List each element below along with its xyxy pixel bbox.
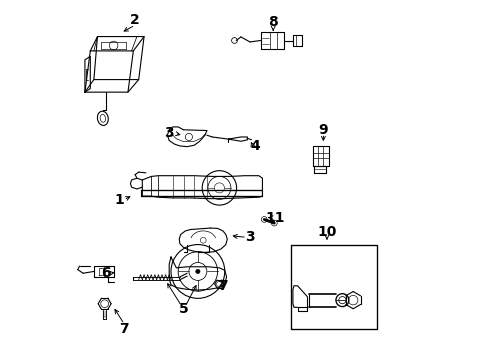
Text: 7: 7 (218, 279, 227, 293)
Text: 7: 7 (119, 322, 129, 336)
Text: 8: 8 (268, 15, 278, 29)
Text: 2: 2 (130, 13, 140, 27)
Text: 5: 5 (178, 302, 188, 316)
Text: 11: 11 (264, 211, 284, 225)
Text: 6: 6 (102, 266, 111, 280)
Text: 3: 3 (244, 230, 254, 244)
Text: 1: 1 (114, 193, 123, 207)
Circle shape (195, 269, 200, 274)
Text: 3: 3 (164, 126, 174, 140)
Text: 10: 10 (317, 225, 336, 239)
Text: 4: 4 (250, 139, 260, 153)
Text: 9: 9 (318, 123, 327, 137)
